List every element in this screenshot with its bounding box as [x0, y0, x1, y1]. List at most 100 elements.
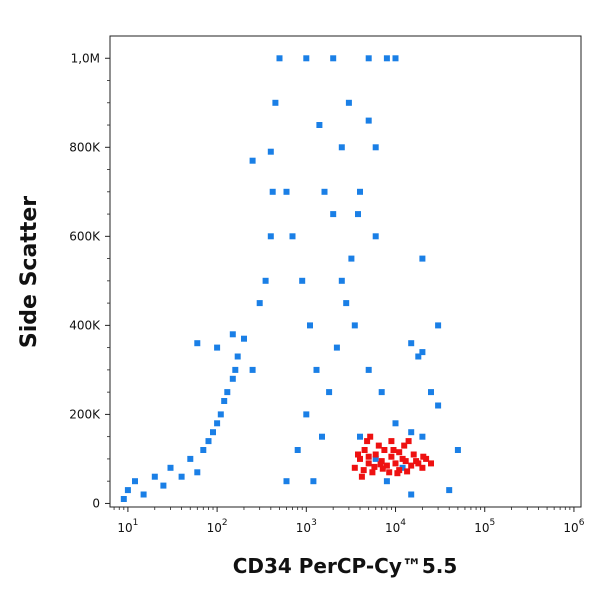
data-point: [276, 55, 283, 62]
data-point: [392, 55, 399, 62]
data-point: [345, 99, 352, 106]
data-point: [392, 420, 399, 427]
y-axis-ticks: 0 200K 400K 600K 800K 1,0M: [69, 51, 110, 510]
data-point: [375, 442, 382, 449]
y-tick-label: 600K: [69, 229, 101, 243]
x-axis-title: CD34 PerCP-Cy™5.5: [233, 554, 458, 578]
data-point: [399, 455, 406, 462]
data-point: [419, 349, 426, 356]
x-tick-label: 105: [474, 518, 495, 535]
data-point: [194, 340, 201, 347]
data-point: [120, 496, 127, 502]
data-point: [419, 464, 426, 471]
data-point: [428, 460, 434, 467]
data-point: [372, 455, 379, 462]
data-point: [419, 255, 426, 262]
data-point: [262, 277, 269, 284]
data-point: [408, 491, 415, 498]
data-point: [358, 473, 365, 480]
data-point: [372, 451, 379, 458]
data-point: [446, 487, 453, 494]
data-point: [396, 449, 403, 456]
data-point: [283, 188, 290, 195]
data-point: [303, 411, 310, 418]
data-point: [283, 478, 290, 485]
data-point: [232, 366, 239, 373]
data-point: [326, 389, 333, 396]
data-point: [408, 340, 415, 347]
data-point: [303, 55, 310, 62]
data-point: [249, 157, 256, 164]
data-point: [369, 469, 376, 476]
data-point: [413, 458, 420, 465]
data-point: [313, 366, 320, 373]
data-point: [200, 447, 207, 453]
data-point: [435, 402, 442, 409]
data-point: [321, 188, 328, 195]
data-point: [299, 277, 306, 284]
data-point: [402, 458, 409, 465]
y-tick-label: 200K: [69, 407, 101, 421]
data-point: [357, 455, 363, 462]
data-point: [330, 211, 337, 218]
data-point: [365, 366, 372, 373]
data-point: [381, 447, 388, 453]
data-point: [383, 462, 390, 469]
data-point: [178, 473, 185, 480]
data-point: [367, 433, 374, 440]
data-point: [415, 353, 422, 360]
data-point: [140, 491, 147, 498]
data-point: [194, 469, 201, 476]
data-point: [378, 458, 385, 465]
data-point: [241, 335, 247, 342]
data-point: [390, 447, 397, 453]
x-tick-label: 103: [296, 518, 317, 535]
plot-frame: [109, 35, 582, 508]
data-point: [160, 482, 167, 489]
x-tick-label: 104: [385, 518, 406, 535]
data-point: [272, 99, 279, 106]
data-point: [256, 300, 263, 307]
data-point: [210, 429, 216, 436]
data-point: [167, 464, 174, 471]
data-point: [365, 460, 372, 467]
data-point: [428, 389, 434, 396]
data-point: [229, 375, 236, 382]
data-point: [214, 420, 221, 427]
data-point: [351, 322, 358, 329]
data-point: [269, 188, 276, 195]
data-point: [364, 438, 371, 445]
data-point: [343, 300, 350, 307]
data-point: [249, 366, 256, 373]
data-point: [267, 148, 274, 155]
data-point: [378, 389, 385, 396]
data-point: [319, 433, 325, 440]
data-point: [289, 233, 296, 240]
data-point: [405, 438, 412, 445]
y-tick-label: 1,0M: [71, 51, 100, 65]
data-point: [316, 122, 323, 128]
series-1: [351, 433, 434, 480]
data-point: [217, 411, 224, 418]
data-point: [357, 433, 363, 440]
data-point: [379, 465, 386, 472]
data-point: [338, 277, 345, 284]
data-point: [396, 467, 403, 474]
data-point: [360, 467, 367, 474]
data-point: [224, 389, 231, 396]
data-point: [214, 344, 221, 351]
data-point: [401, 442, 408, 449]
data-point: [383, 478, 390, 485]
y-tick-label: 400K: [69, 318, 101, 332]
data-point: [132, 478, 138, 485]
data-point: [234, 353, 241, 360]
data-point: [404, 468, 411, 475]
data-point: [383, 55, 390, 62]
data-point: [355, 211, 361, 218]
data-point: [267, 233, 274, 240]
data-point: [365, 453, 372, 460]
data-point: [365, 55, 372, 62]
x-tick-label: 101: [117, 518, 138, 535]
data-point: [205, 438, 212, 445]
